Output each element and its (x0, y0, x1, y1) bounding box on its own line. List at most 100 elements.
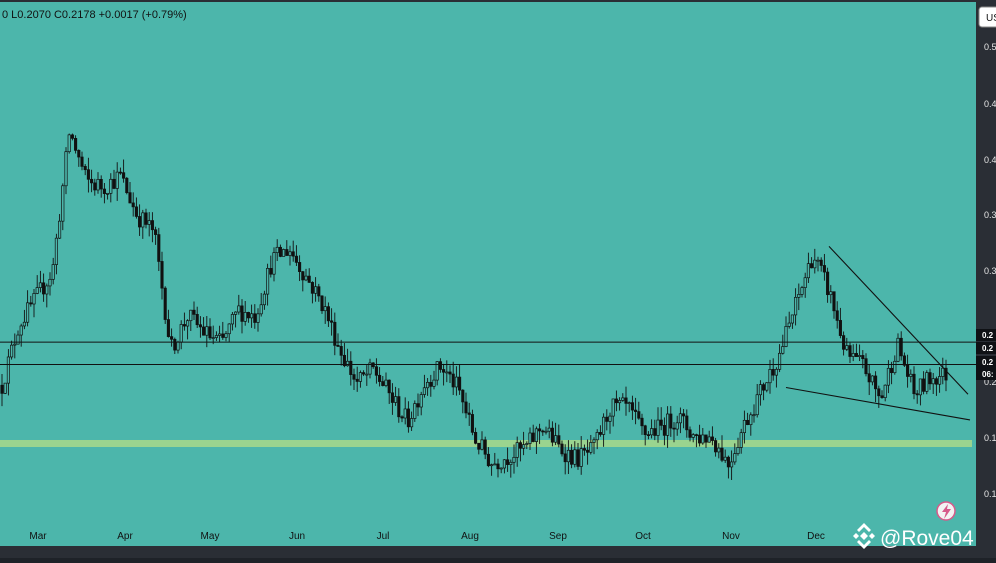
candle-body (672, 427, 676, 430)
candle-body (10, 344, 14, 358)
falling-resistance-trendline[interactable] (828, 245, 969, 395)
candle-body (851, 353, 855, 357)
candle-body (778, 352, 782, 370)
candle-body (547, 427, 551, 432)
candle-body (147, 220, 151, 225)
candle-body (525, 443, 529, 445)
price-badge-label: 0.2 (982, 344, 994, 353)
candle-body (48, 278, 52, 287)
candle-body (214, 335, 218, 338)
x-tick-label-aug: Aug (461, 531, 479, 542)
candle-body (237, 305, 241, 313)
candle-body (797, 294, 801, 298)
candle-body (598, 432, 602, 435)
candle-body (835, 310, 839, 321)
y-tick-label: 0.4 (984, 99, 996, 109)
candle-body (22, 321, 26, 327)
candle-body (605, 416, 609, 422)
candle-body (70, 134, 74, 139)
candle-body (166, 319, 170, 337)
candle-body (554, 435, 558, 443)
currency-button-label[interactable]: US (986, 13, 996, 24)
candle-body (906, 364, 910, 377)
candle-body (701, 434, 705, 444)
candle-body (128, 192, 132, 204)
binance-logo-right (869, 533, 875, 539)
candle-body (822, 265, 826, 273)
candle-body (685, 415, 689, 431)
candle-body (733, 453, 737, 463)
candle-body (208, 326, 212, 339)
candle-body (202, 326, 206, 336)
candle-body (438, 361, 442, 370)
x-tick-label-nov: Nov (722, 531, 740, 542)
candle-body (275, 246, 279, 253)
candle-body (586, 449, 590, 453)
price-badge: 0.2 (976, 329, 996, 341)
candle-body (493, 463, 497, 466)
candle-body (390, 392, 394, 403)
candle-body (627, 402, 631, 404)
candle-body (291, 251, 295, 257)
candle-body (902, 355, 906, 366)
candle-body (541, 430, 545, 433)
candle-body (931, 378, 935, 385)
candle-body (749, 414, 753, 426)
candle-body (653, 428, 657, 436)
candle-body (490, 464, 494, 467)
time-axis-panel[interactable] (0, 546, 996, 558)
candle-body (730, 461, 734, 468)
candle-body (234, 311, 238, 315)
candle-body (938, 376, 942, 385)
falling-support-trendline[interactable] (785, 386, 971, 421)
candle-body (890, 367, 894, 374)
candle-body (480, 439, 484, 450)
candle-body (806, 263, 810, 279)
price-badge-bg (976, 329, 996, 341)
candle-body (838, 320, 842, 336)
candle-body (880, 395, 884, 398)
candle-body (915, 393, 919, 396)
x-tick-label-dec: Dec (807, 531, 825, 542)
candle-body (496, 463, 500, 470)
candle-body (477, 442, 481, 450)
candle-body (528, 432, 532, 444)
candle-body (272, 252, 276, 275)
lightning-icon-bolt[interactable] (942, 504, 951, 519)
candle-body (304, 275, 308, 281)
candle-body (534, 428, 538, 442)
candle-body (486, 453, 490, 467)
candle-body (109, 178, 113, 194)
candle-body (714, 440, 718, 453)
candle-body (592, 439, 596, 443)
candle-body (634, 409, 638, 412)
candle-body (339, 346, 343, 356)
candle-body (326, 306, 330, 322)
candle-body (509, 461, 513, 465)
candle-body (442, 369, 446, 373)
candle-body (355, 378, 359, 382)
price-axis-panel[interactable] (976, 0, 996, 546)
candle-body (602, 416, 606, 435)
currency-button[interactable]: US (978, 6, 996, 28)
candle-body (86, 169, 90, 180)
candle-body (266, 268, 270, 295)
candle-body (611, 398, 615, 417)
candle-body (790, 314, 794, 324)
price-badge: 0.2 (976, 342, 996, 354)
candle-body (848, 345, 852, 357)
candle-body (317, 286, 321, 297)
candle-body (544, 430, 548, 433)
candle-body (531, 432, 535, 442)
lightning-icon[interactable] (936, 501, 956, 521)
candle-body (397, 396, 401, 418)
candle-body (218, 333, 222, 336)
candle-body (310, 282, 314, 294)
candle-body (314, 286, 318, 294)
candle-body (912, 373, 916, 395)
candle-body (637, 411, 641, 419)
currency-button-bg[interactable] (978, 6, 996, 28)
candle-body (688, 429, 692, 438)
candle-body (774, 368, 778, 376)
